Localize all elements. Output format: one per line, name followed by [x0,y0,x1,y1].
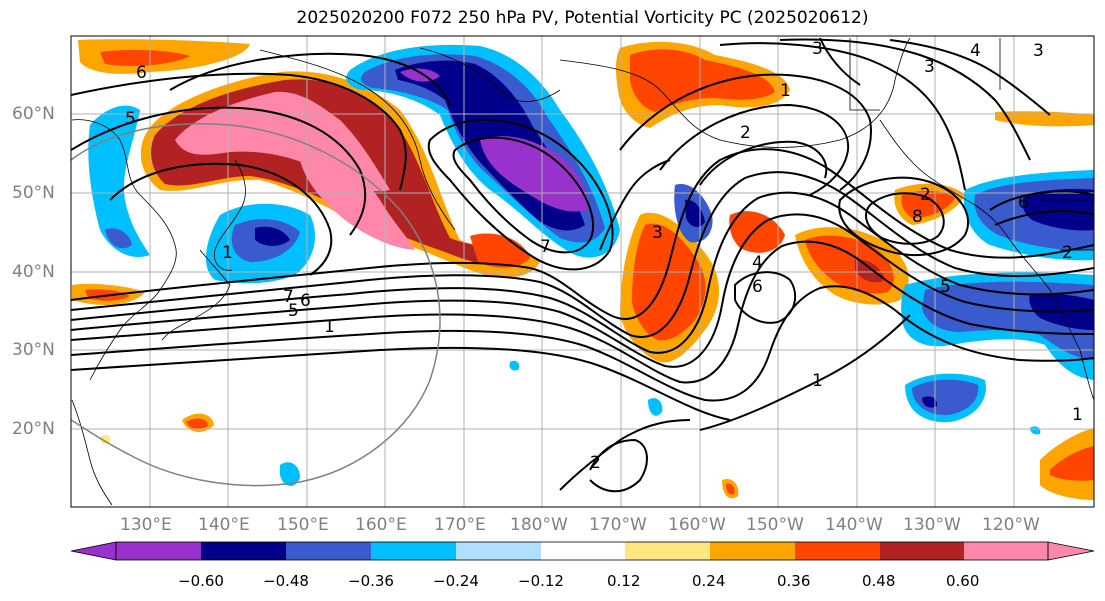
contour-label: 4 [970,41,981,61]
great-circle [71,123,441,487]
pv-positive-region [470,233,530,268]
contour-label: 2 [590,453,601,473]
pv-positive-region [995,111,1094,127]
contour-label: 3 [1033,41,1044,61]
contour-label: 6 [300,291,311,311]
lon-label: 170°E [434,515,486,535]
contour-label: 1 [324,317,335,337]
pv-positive-region [186,418,208,430]
pv-positive-region [726,483,735,495]
colorbar-tick-label: 0.36 [777,572,811,590]
contour-label: 5 [125,109,136,129]
lon-label: 150°W [746,515,804,535]
contour-label: 2 [740,123,751,143]
pv-negative-region [255,226,290,246]
lon-label: 180°W [510,515,568,535]
graticule [71,36,1094,507]
lon-label: 160°E [355,515,407,535]
lon-label: 130°E [120,515,172,535]
lon-label: 130°W [903,515,961,535]
lon-label: 170°W [589,515,647,535]
colorbar-bin [625,542,710,560]
pv-negative-region [105,228,132,249]
lat-label: 20°N [12,419,55,439]
pv-negative-region [509,360,520,371]
contour-label-group: 6 5 3 4 3 3 1 2 1 5 2 4 6 8 6 6 5 7 1 2 … [125,39,1083,473]
pv-positive-region [100,49,190,66]
contour-label: 3 [652,223,663,243]
contour-label: 6 [1018,193,1029,213]
contour-label: 2 [920,185,931,205]
colorbar-tick-label: 0.24 [692,572,726,590]
pv-positive-region [855,259,885,283]
lat-label: 60°N [12,104,55,124]
contour-label: 6 [752,277,763,297]
colorbar-tick-label: 0.60 [946,572,980,590]
contour-label: 3 [924,57,935,77]
contour-label: 8 [912,207,923,227]
colorbar-bin [456,542,541,560]
contour-label: 3 [812,39,823,59]
colorbar-bin [371,542,456,560]
pv-contours [71,37,1094,493]
contour-label: 1 [780,81,791,101]
lat-label: 30°N [12,340,55,360]
pv-negative-region [88,105,150,258]
pv-negative-region [280,462,300,486]
colorbar [70,541,1095,561]
lon-label: 120°W [982,515,1040,535]
contour-label: 1 [812,371,823,391]
colorbar-tick-label: −0.12 [518,572,564,590]
pv-positive-region [901,190,955,218]
pv-positive-region [1050,446,1094,481]
contour-label: 1 [1072,405,1083,425]
lon-label: 140°E [198,515,250,535]
colorbar-bin [710,542,795,560]
colorbar-bin [964,542,1048,560]
colorbar-bin [880,542,964,560]
colorbar-tick-label: −0.60 [178,572,224,590]
coastlines [71,37,1094,506]
contour-label: 4 [752,253,763,273]
colorbar-tick-label: 0.12 [607,572,641,590]
lon-label: 160°W [668,515,726,535]
colorbar-tick-label: 0.48 [862,572,896,590]
lat-label: 40°N [12,262,55,282]
pv-negative-region [1022,188,1094,231]
contour-label: 1 [222,243,233,263]
map-title: 2025020200 F072 250 hPa PV, Potential Vo… [296,8,869,28]
pv-positive-region [632,223,706,341]
colorbar-bin [286,542,371,560]
lat-label: 50°N [12,183,55,203]
contour-label: 6 [136,63,147,83]
colorbar-tick-label: −0.48 [263,572,309,590]
map-frame [70,35,1095,508]
pv-positive-region [729,211,785,253]
colorbar-extend-low [70,541,117,561]
contour-label: 7 [540,237,551,257]
contour-label: 7 [283,287,294,307]
colorbar-tick-label: −0.24 [433,572,479,590]
pv-positive-region [300,157,415,250]
contour-label: 2 [1062,243,1073,263]
pv-negative-region [648,398,663,416]
colorbar-bin [795,542,880,560]
colorbar-bin [541,542,625,560]
colorbar-frame [115,541,1049,561]
lon-label: 150°E [277,515,329,535]
pv-negative-region [1030,426,1041,435]
contour-label: 5 [288,301,299,321]
pv-negative-region [922,396,938,408]
colorbar-bin [201,542,286,560]
colorbar-tick-label: −0.36 [348,572,394,590]
lon-label: 140°W [825,515,883,535]
pv-positive-region [100,435,111,445]
contour-label: 5 [940,277,951,297]
colorbar-extend-high [1047,541,1095,561]
colorbar-bin [116,542,201,560]
